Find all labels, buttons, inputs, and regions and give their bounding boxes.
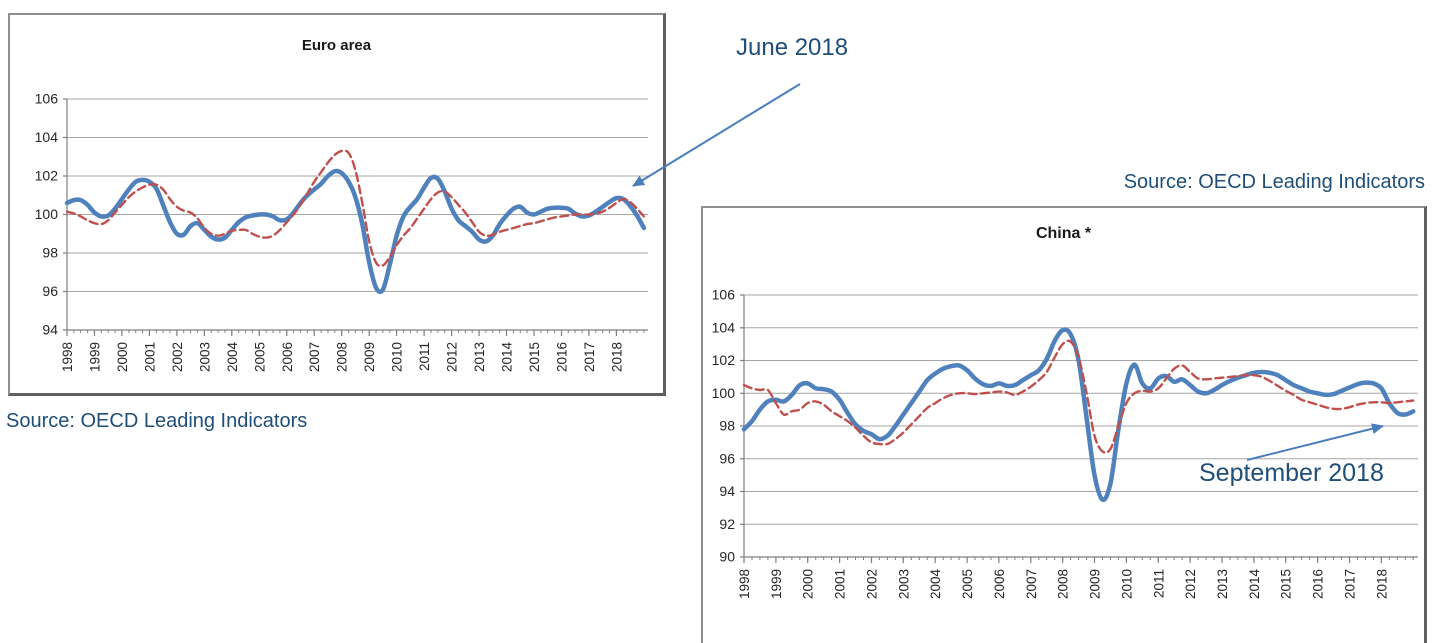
svg-text:2008: 2008: [335, 342, 350, 372]
source-text-right: Source: OECD Leading Indicators: [1123, 171, 1425, 193]
svg-text:2015: 2015: [527, 342, 542, 372]
svg-text:2005: 2005: [960, 569, 975, 599]
svg-text:2017: 2017: [1343, 569, 1358, 599]
svg-text:106: 106: [712, 287, 736, 303]
svg-text:98: 98: [719, 418, 735, 434]
svg-text:2012: 2012: [1183, 569, 1198, 599]
svg-text:2010: 2010: [1119, 569, 1134, 599]
china-chart-title: China *: [1035, 225, 1092, 242]
svg-text:104: 104: [712, 319, 736, 335]
svg-text:2009: 2009: [362, 342, 377, 372]
euro-chart-plot: 94 96 98 100 102 104 106 1998 1999 2000 2001 2002 20…: [35, 91, 648, 373]
svg-text:1998: 1998: [737, 569, 752, 599]
svg-text:1999: 1999: [769, 569, 784, 599]
svg-text:2002: 2002: [865, 569, 880, 599]
svg-text:1998: 1998: [60, 342, 75, 372]
svg-text:96: 96: [719, 450, 735, 466]
svg-text:92: 92: [719, 516, 735, 532]
svg-text:2007: 2007: [307, 342, 322, 372]
svg-text:2014: 2014: [500, 342, 515, 373]
svg-text:2001: 2001: [833, 569, 848, 599]
svg-text:94: 94: [719, 483, 735, 499]
euro-chart-title: Euro area: [301, 37, 372, 54]
svg-text:2018: 2018: [1374, 569, 1389, 599]
svg-text:106: 106: [35, 91, 59, 107]
svg-text:100: 100: [712, 385, 736, 401]
svg-text:2014: 2014: [1247, 569, 1262, 600]
svg-text:2017: 2017: [582, 342, 597, 372]
svg-text:96: 96: [42, 283, 58, 299]
svg-text:2006: 2006: [280, 342, 295, 372]
svg-text:2004: 2004: [928, 569, 943, 600]
svg-text:2016: 2016: [555, 342, 570, 372]
svg-text:2013: 2013: [1215, 569, 1230, 599]
svg-text:2005: 2005: [252, 342, 267, 372]
svg-text:2010: 2010: [390, 342, 405, 372]
svg-text:2000: 2000: [115, 342, 130, 372]
svg-text:2001: 2001: [142, 342, 157, 372]
source-text-left: Source: OECD Leading Indicators: [6, 410, 308, 432]
svg-text:2018: 2018: [609, 342, 624, 372]
june-2018-label: June 2018: [736, 34, 849, 61]
svg-text:102: 102: [35, 168, 59, 184]
svg-text:2011: 2011: [1151, 569, 1166, 598]
svg-text:2000: 2000: [801, 569, 816, 599]
svg-text:2011: 2011: [417, 342, 432, 371]
svg-text:2015: 2015: [1279, 569, 1294, 599]
svg-text:2003: 2003: [896, 569, 911, 599]
china-chart-plot: 90 92 94 96 98 100 102 104 106 1998 1999 2000 2001 20…: [712, 287, 1418, 600]
svg-text:2003: 2003: [197, 342, 212, 372]
svg-text:104: 104: [35, 129, 59, 145]
svg-text:2002: 2002: [170, 342, 185, 372]
svg-text:2013: 2013: [472, 342, 487, 372]
september-2018-label: September 2018: [1199, 459, 1384, 487]
svg-text:94: 94: [42, 322, 58, 338]
svg-text:2008: 2008: [1056, 569, 1071, 599]
euro-area-chart: Euro area 94 96 98 100 102 104 106 1998 1999 2000…: [8, 13, 666, 396]
svg-text:2012: 2012: [445, 342, 460, 372]
svg-text:102: 102: [712, 352, 736, 368]
svg-text:1999: 1999: [88, 342, 103, 372]
china-chart: China * 90 92 94 96 98 100 102 104 106 1998 1999 20…: [701, 206, 1427, 643]
svg-text:100: 100: [35, 206, 59, 222]
svg-text:90: 90: [719, 549, 735, 565]
svg-text:98: 98: [42, 245, 58, 261]
svg-text:2016: 2016: [1311, 569, 1326, 599]
svg-text:2009: 2009: [1088, 569, 1103, 599]
svg-text:2007: 2007: [1024, 569, 1039, 599]
svg-text:2006: 2006: [992, 569, 1007, 599]
svg-text:2004: 2004: [225, 342, 240, 373]
